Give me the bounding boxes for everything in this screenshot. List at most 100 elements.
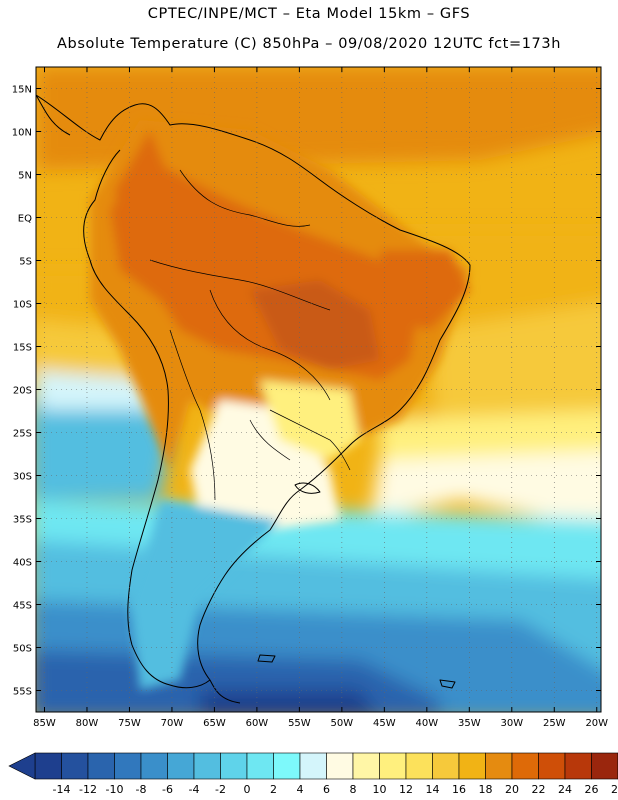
lat-label: 30S: [13, 472, 32, 483]
colorbar-label: 26: [585, 783, 599, 796]
colorbar-label: 8: [350, 783, 357, 796]
lon-label: 50W: [331, 718, 354, 729]
colorbar-segment: [538, 752, 566, 780]
colorbar-segment: [87, 752, 115, 780]
zone-cyan-pacific: [36, 390, 170, 500]
border-paraguay: [269, 409, 351, 471]
zone-darkblue-south: [200, 690, 375, 712]
coast-falklands: [257, 654, 276, 663]
lon-label: 70W: [161, 718, 184, 729]
colorbar-segment: [458, 752, 486, 780]
map-axes: 15N 10N 5N EQ 5S 10S 15S 20S 25S 30S 35S 40S 45S 50S 5…: [12, 67, 608, 729]
coast-south-georgia: [439, 679, 456, 689]
coast-fuegian: [209, 679, 241, 704]
lon-label: 45W: [373, 718, 396, 729]
colorbar-segment: [220, 752, 248, 780]
lat-label: 10S: [13, 300, 32, 311]
colorbar-segment: [564, 752, 592, 780]
colorbar-label: -8: [136, 783, 147, 796]
colorbar-label: -12: [79, 783, 97, 796]
colorbar-segment: [193, 752, 221, 780]
border-north: [179, 169, 311, 227]
colorbar-segment: [405, 752, 433, 780]
lat-label: 40S: [13, 558, 32, 569]
coastlines: [36, 94, 471, 704]
colorbar-segment: [326, 752, 354, 780]
colorbar-segment: [167, 752, 195, 780]
colorbar-segment: [591, 752, 618, 780]
lat-label: 55S: [13, 687, 32, 698]
colorbar-label: -6: [162, 783, 173, 796]
coast-plata: [294, 482, 321, 494]
colorbar-segment: [273, 752, 301, 780]
lat-label: 10N: [12, 128, 32, 139]
lat-label: 45S: [13, 601, 32, 612]
colorbar-low-arrow: [8, 752, 36, 780]
colorbar-segment: [114, 752, 142, 780]
lon-label: 30W: [500, 718, 523, 729]
border-peru-brazil: [149, 259, 331, 311]
colorbar-segment: [432, 752, 460, 780]
zone-land-yellow: [260, 380, 360, 460]
colorbar-segment: [352, 752, 380, 780]
zone-cream-southeast: [370, 450, 601, 548]
colorbar-label: -14: [53, 783, 71, 796]
colorbar-label: -10: [106, 783, 124, 796]
lat-label: 15S: [13, 343, 32, 354]
colorbar-segment: [485, 752, 513, 780]
zone-patagonia: [130, 500, 280, 690]
colorbar-label: 22: [532, 783, 546, 796]
colorbar: -14 -12 -10 -8 -6 -4 -2 0 2 4 6 8 10 12 14 16 18 20 22 24 26…: [8, 752, 618, 796]
lat-label: 35S: [13, 515, 32, 526]
colorbar-label: -4: [189, 783, 200, 796]
map-title-line1: CPTEC/INPE/MCT – Eta Model 15km – GFS: [147, 6, 471, 22]
lon-label: 85W: [33, 718, 56, 729]
colorbar-label: 4: [297, 783, 304, 796]
colorbar-label: 2: [270, 783, 277, 796]
colorbar-segment: [246, 752, 274, 780]
colorbar-label: 14: [426, 783, 440, 796]
colorbar-label: 28: [611, 783, 618, 796]
lon-label: 20W: [585, 718, 608, 729]
map-title-line2: Absolute Temperature (C) 850hPa – 09/08/…: [57, 36, 561, 52]
zone-andes-red: [115, 130, 170, 260]
lat-label: 25S: [13, 429, 32, 440]
country-borders: [149, 169, 351, 501]
lon-label: 25W: [543, 718, 566, 729]
colorbar-label: 10: [373, 783, 387, 796]
lat-label: 5S: [19, 257, 32, 268]
coast-central-america: [36, 94, 71, 136]
lon-label: 80W: [76, 718, 99, 729]
lat-label: 50S: [13, 644, 32, 655]
colorbar-segment: [299, 752, 327, 780]
colorbar-label: 24: [558, 783, 572, 796]
colorbar-segment: [379, 752, 407, 780]
colorbar-label: -2: [215, 783, 226, 796]
colorbar-label: 20: [505, 783, 519, 796]
border-arg-par: [249, 419, 291, 461]
colorbar-segment: [34, 752, 62, 780]
coast-south-america: [36, 94, 471, 689]
lon-label: 75W: [118, 718, 141, 729]
border-bolivia: [209, 289, 331, 401]
colorbar-label: 16: [452, 783, 466, 796]
zone-northeast-red: [380, 250, 470, 330]
lat-label: 15N: [12, 85, 32, 96]
colorbar-segment: [140, 752, 168, 780]
zone-land-deepred: [250, 280, 380, 370]
colorbar-label: 12: [399, 783, 413, 796]
lon-label: 35W: [458, 718, 481, 729]
lat-label: 20S: [13, 386, 32, 397]
lat-label: 5N: [18, 171, 32, 182]
colorbar-segment: [511, 752, 539, 780]
lon-label: 40W: [416, 718, 439, 729]
lat-lon-grid: [36, 67, 601, 712]
colorbar-label: 0: [244, 783, 251, 796]
lon-label: 60W: [246, 718, 269, 729]
lon-label: 55W: [288, 718, 311, 729]
border-chile-arg: [169, 329, 216, 501]
lat-label: EQ: [18, 214, 32, 225]
lon-label: 65W: [203, 718, 226, 729]
colorbar-label: 18: [479, 783, 493, 796]
